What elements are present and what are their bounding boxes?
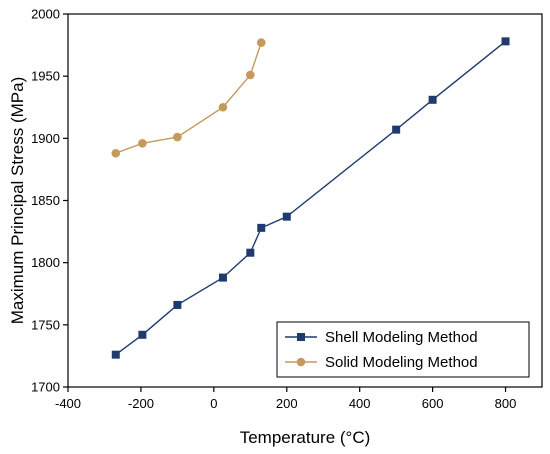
x-tick-label: 400 [349, 396, 371, 411]
y-tick-label: 1700 [31, 380, 60, 395]
legend-label: Solid Modeling Method [325, 354, 478, 371]
data-point [138, 330, 147, 339]
x-tick-label: -200 [128, 396, 154, 411]
y-tick-label: 2000 [31, 7, 60, 22]
y-tick-label: 1800 [31, 255, 60, 270]
x-axis: -400 -200 0 200 400 600 800 [55, 387, 516, 411]
legend: Shell Modeling Method Solid Modeling Meth… [276, 321, 530, 378]
y-tick-label: 1850 [31, 193, 60, 208]
x-tick-label: 0 [210, 396, 217, 411]
data-point [246, 70, 255, 80]
series-line [115, 40, 506, 356]
plot-area [111, 37, 510, 359]
data-point [111, 350, 120, 359]
data-point [256, 38, 266, 47]
x-tick-label: 600 [422, 396, 444, 411]
series-2 [111, 38, 266, 158]
legend-item: Solid Modeling Method [285, 354, 478, 371]
data-point [218, 102, 228, 112]
series-1 [111, 37, 510, 359]
x-tick-label: -400 [55, 396, 81, 411]
legend-marker [297, 333, 305, 341]
data-point [501, 37, 510, 46]
data-point [111, 148, 121, 158]
data-point [173, 132, 182, 142]
x-tick-label: 800 [495, 396, 517, 411]
x-tick-label: 200 [276, 396, 298, 411]
data-point [282, 212, 291, 221]
y-tick-label: 1950 [31, 69, 60, 84]
data-point [257, 223, 266, 232]
data-point [392, 125, 401, 134]
legend-marker [296, 357, 306, 367]
y-tick-label: 1750 [31, 317, 60, 332]
y-tick-label: 1900 [31, 131, 60, 146]
x-axis-title: Temperature (°C) [240, 428, 371, 447]
y-axis: 1700 1750 1800 1850 1900 1950 2000 [31, 7, 68, 395]
series-line [115, 42, 262, 154]
legend-box [276, 321, 530, 378]
legend-item: Shell Modeling Method [285, 329, 478, 346]
y-axis-title: Maximum Principal Stress (MPa) [8, 77, 27, 325]
data-point [173, 300, 182, 309]
legend-label: Shell Modeling Method [325, 329, 478, 346]
data-point [218, 273, 227, 282]
data-point [246, 248, 255, 257]
data-point [428, 95, 437, 104]
data-point [138, 139, 147, 148]
